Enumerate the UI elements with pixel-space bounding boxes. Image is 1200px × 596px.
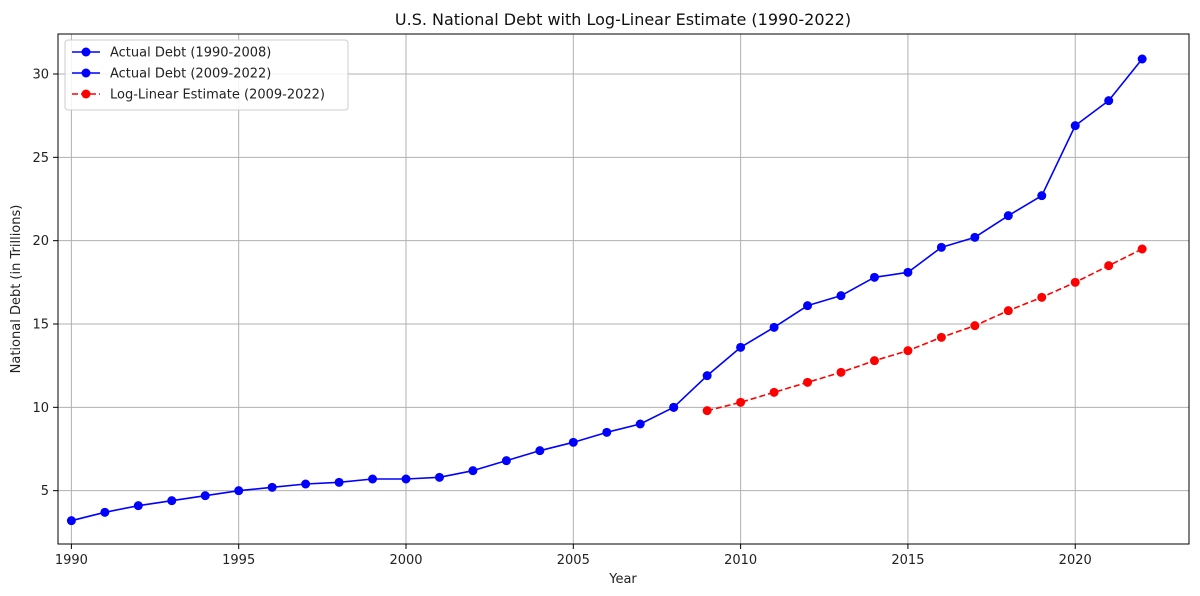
x-axis-ticks: 1990 1995 2000 2005 2010 2015 2020 [55,544,1092,568]
x-tick-label: 2015 [891,553,924,568]
y-tick-label: 10 [32,401,49,416]
data-point [1037,191,1047,201]
data-point [1104,261,1114,271]
data-point [803,301,813,311]
data-point [200,491,210,501]
data-point [267,482,277,492]
data-point [936,332,946,342]
legend: Actual Debt (1990-2008) Actual Debt (2009… [64,39,349,111]
data-point [100,507,110,517]
data-point [669,402,679,412]
data-point [167,496,177,506]
data-point [769,322,779,332]
data-point [702,371,712,381]
data-point [836,291,846,301]
data-point [803,377,813,387]
data-point [602,427,612,437]
data-point [535,446,545,456]
data-point [334,477,344,487]
legend-box [64,39,349,111]
data-point [736,397,746,407]
data-point [769,387,779,397]
y-tick-label: 15 [32,318,49,333]
data-point [1037,292,1047,302]
x-tick-label: 1990 [55,553,88,568]
y-axis-label: National Debt (in Trillions) [9,205,24,374]
data-point [936,242,946,252]
x-tick-label: 2010 [724,553,757,568]
data-point [702,406,712,416]
data-point [468,466,478,476]
data-point [736,342,746,352]
data-point [1070,121,1080,131]
legend-entry: Actual Debt (2009-2022) [72,67,271,82]
x-axis-label: Year [608,572,637,587]
legend-marker [81,68,91,78]
data-point [903,346,913,356]
grid [58,34,1189,544]
legend-entry: Log-Linear Estimate (2009-2022) [72,88,325,103]
series-2 [669,54,1147,412]
data-point [1003,306,1013,316]
data-point [401,474,411,484]
data-point [1104,96,1114,106]
legend-entry: Actual Debt (1990-2008) [72,46,271,61]
x-tick-label: 1995 [222,553,255,568]
data-point [970,232,980,242]
legend-entries: Actual Debt (1990-2008) Actual Debt (2009… [72,46,325,103]
data-point [568,437,578,447]
plot-frame [57,33,1190,545]
series-3 [702,244,1147,416]
series-line [706,248,1143,412]
chart-title: U.S. National Debt with Log-Linear Estim… [395,10,851,29]
series-layer [66,54,1147,526]
y-tick-label: 30 [32,68,49,83]
x-tick-label: 2020 [1059,553,1092,568]
data-point [1137,244,1147,254]
data-point [301,479,311,489]
data-point [836,367,846,377]
y-tick-label: 5 [41,484,49,499]
y-tick-label: 25 [32,151,49,166]
data-point [133,501,143,511]
data-point [1137,54,1147,64]
series-line [71,406,675,522]
legend-marker [81,47,91,57]
data-point [903,267,913,277]
data-point [368,474,378,484]
legend-label: Log-Linear Estimate (2009-2022) [110,88,325,103]
legend-label: Actual Debt (1990-2008) [110,46,271,61]
data-point [1070,277,1080,287]
legend-marker [81,89,91,99]
x-tick-label: 2000 [389,553,422,568]
data-point [234,486,244,496]
data-point [869,356,879,366]
data-point [501,456,511,466]
y-axis-ticks: 5 10 15 20 25 30 [32,68,58,499]
data-point [1003,211,1013,221]
data-point [635,419,645,429]
series-1 [66,402,679,526]
legend-label: Actual Debt (2009-2022) [110,67,271,82]
data-point [66,516,76,526]
data-point [970,321,980,331]
y-tick-label: 20 [32,234,49,249]
x-tick-label: 2005 [557,553,590,568]
data-point [434,472,444,482]
data-point [869,272,879,282]
